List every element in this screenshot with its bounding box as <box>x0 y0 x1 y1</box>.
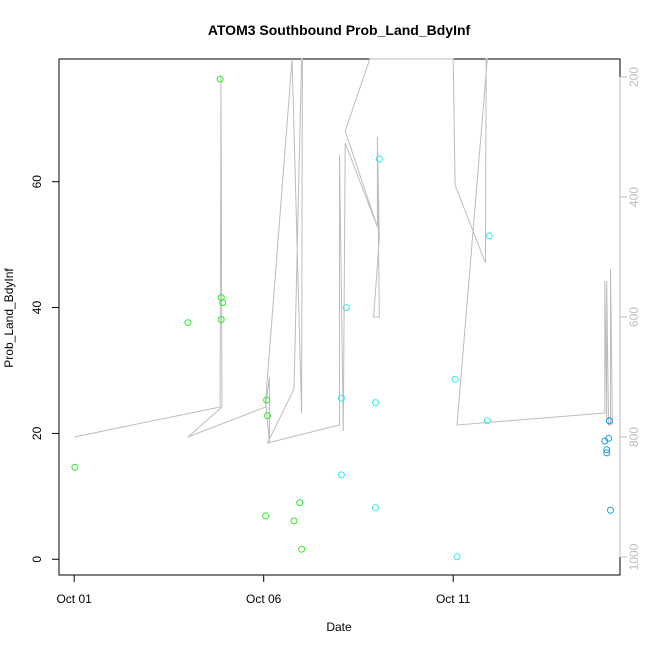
x-axis: Oct 01 Oct 06 Oct 11 <box>56 574 471 606</box>
y-tick-label-3: 60 <box>30 175 44 189</box>
data-point-1-3 <box>372 399 379 407</box>
data-point-0-11 <box>298 545 306 553</box>
y2-axis: 200 400 600 800 1000 <box>619 67 641 570</box>
y2-tick-label-2: 600 <box>627 307 641 327</box>
data-point-1-7 <box>453 553 461 561</box>
points-layer <box>71 75 614 561</box>
data-point-2-3 <box>605 434 613 442</box>
data-point-0-8 <box>262 512 270 520</box>
data-point-0-2 <box>216 75 224 83</box>
data-point-0-0 <box>71 463 79 471</box>
x-tick-label-2: Oct 11 <box>436 592 471 606</box>
y-tick-label-1: 20 <box>30 426 44 440</box>
data-point-2-1 <box>603 446 611 454</box>
data-point-0-6 <box>263 396 271 404</box>
y-tick-label-0: 0 <box>30 556 44 563</box>
data-point-0-3 <box>217 294 225 301</box>
data-point-0-1 <box>184 319 192 327</box>
y2-tick-label-1: 400 <box>627 187 641 207</box>
y-tick-label-2: 40 <box>30 301 44 315</box>
data-point-0-10 <box>296 499 304 507</box>
x-tick-label-1: Oct 06 <box>246 592 282 606</box>
y-axis: 0 20 40 60 <box>30 175 60 563</box>
data-point-1-5 <box>375 155 383 163</box>
data-point-0-4 <box>217 316 225 323</box>
x-axis-label: Date <box>326 620 352 634</box>
data-point-1-0 <box>337 471 345 479</box>
data-point-1-2 <box>342 304 350 312</box>
y2-tick-label-4: 1000 <box>627 543 641 570</box>
data-point-1-1 <box>337 394 345 402</box>
data-point-1-9 <box>485 232 493 240</box>
data-point-0-7 <box>264 412 271 420</box>
x-tick-label-0: Oct 01 <box>56 592 92 606</box>
data-point-1-4 <box>372 504 379 512</box>
secondary-line <box>74 58 613 444</box>
data-point-1-6 <box>451 375 459 383</box>
chart-title: ATOM3 Southbound Prob_Land_BdyInf <box>208 22 471 38</box>
secondary-line-layer <box>74 58 613 444</box>
data-point-1-8 <box>483 417 491 425</box>
y2-tick-label-3: 800 <box>627 427 641 447</box>
y-axis-label: Prob_Land_BdyInf <box>2 268 16 368</box>
y2-tick-label-0: 200 <box>627 67 641 87</box>
data-point-0-9 <box>290 517 298 525</box>
data-point-2-6 <box>607 506 614 514</box>
data-point-2-5 <box>605 417 613 425</box>
data-point-2-2 <box>603 449 611 457</box>
data-point-0-5 <box>219 299 227 306</box>
